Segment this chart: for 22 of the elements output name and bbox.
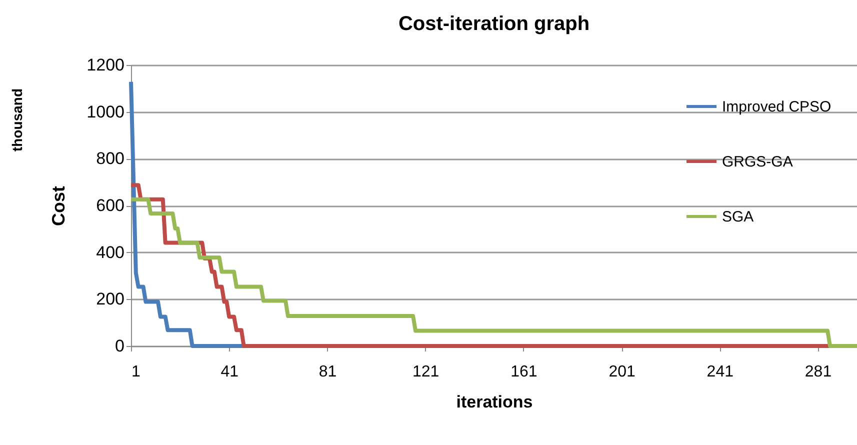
legend-label: GRGS-GA <box>722 154 793 170</box>
y-tick-label: 400 <box>96 242 124 262</box>
legend-label: SGA <box>722 208 754 226</box>
text: thousand <box>9 88 25 152</box>
y-tick-label: 1200 <box>86 56 124 74</box>
x-tick-label: 41 <box>220 364 239 380</box>
y-axis-title: Cost <box>48 186 69 226</box>
y-tick-label: 800 <box>96 149 124 168</box>
x-tick-label: 1 <box>132 364 140 380</box>
x-tick-label: 161 <box>510 364 538 380</box>
legend-label: Improved CPSO <box>722 98 832 116</box>
chart-title: Cost-iteration graph <box>398 13 590 35</box>
x-tick-label: 241 <box>706 364 734 380</box>
x-tick-label: 81 <box>318 364 337 380</box>
x-tick-label: 121 <box>412 364 440 380</box>
x-tick-label: 281 <box>804 364 832 380</box>
x-tick-label: 201 <box>608 364 636 380</box>
y-tick-label: 0 <box>115 336 124 356</box>
y-tick-label: 1000 <box>86 102 124 122</box>
x-axis-title: iterations <box>456 392 533 412</box>
y-tick-label: 200 <box>96 290 124 309</box>
y-tick-label: 600 <box>96 196 124 215</box>
